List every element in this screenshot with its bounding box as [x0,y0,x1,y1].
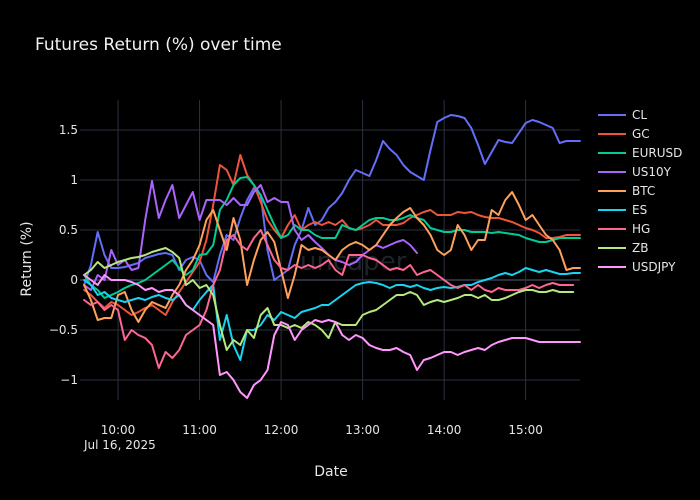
series-line-cl [83,114,581,286]
legend-item-zb[interactable]: ZB [598,241,648,255]
legend-item-gc[interactable]: GC [598,127,650,141]
legend-label: BTC [632,184,655,198]
y-axis-title: Return (%) [19,221,35,296]
series-line-us10y [83,180,418,291]
legend-label: ES [632,203,647,217]
y-tick-label: 0.5 [59,223,78,237]
x-tick-label: 13:00 [345,423,380,437]
x-tick-label: 10:00 [101,423,136,437]
legend-item-usdjpy[interactable]: USDJPY [598,260,676,274]
legend[interactable]: CL GC EURUSD US10Y BTC ES HG ZB USDJPY [598,108,682,274]
x-axis-title: Date [314,464,347,480]
x-axis-ticks: 10:00 11:00 12:00 13:00 14:00 15:00 [101,423,543,437]
legend-label: ZB [632,241,648,255]
x-tick-label: 14:00 [427,423,462,437]
x-tick-label: 11:00 [182,423,217,437]
series-line-es [83,267,581,361]
y-tick-label: −0.5 [49,323,78,337]
legend-item-us10y[interactable]: US10Y [598,165,672,179]
series-line-btc [83,191,581,323]
x-tick-label: 12:00 [264,423,299,437]
legend-label: USDJPY [632,260,676,274]
series-line-hg [83,229,575,369]
legend-label: EURUSD [632,146,682,160]
legend-label: HG [632,222,650,236]
series-line-gc [83,154,581,316]
legend-item-hg[interactable]: HG [598,222,650,236]
legend-item-eurusd[interactable]: EURUSD [598,146,682,160]
series-lines [83,114,581,399]
grid [80,100,580,400]
legend-item-es[interactable]: ES [598,203,647,217]
series-line-eurusd [83,176,581,299]
y-tick-label: 0 [70,273,78,287]
y-tick-label: 1.5 [59,123,78,137]
legend-item-cl[interactable]: CL [598,108,647,122]
series-line-usdjpy [83,274,581,399]
chart-title: Futures Return (%) over time [35,35,282,55]
y-axis-ticks: 1.5 1 0.5 0 −0.5 −1 [49,123,78,387]
series-line-zb [83,247,575,351]
legend-label: GC [632,127,650,141]
y-tick-label: 1 [70,173,78,187]
legend-label: CL [632,108,647,122]
legend-item-btc[interactable]: BTC [598,184,655,198]
x-date-label: Jul 16, 2025 [83,438,156,452]
x-tick-label: 15:00 [508,423,543,437]
legend-label: US10Y [632,165,672,179]
y-tick-label: −1 [60,373,78,387]
